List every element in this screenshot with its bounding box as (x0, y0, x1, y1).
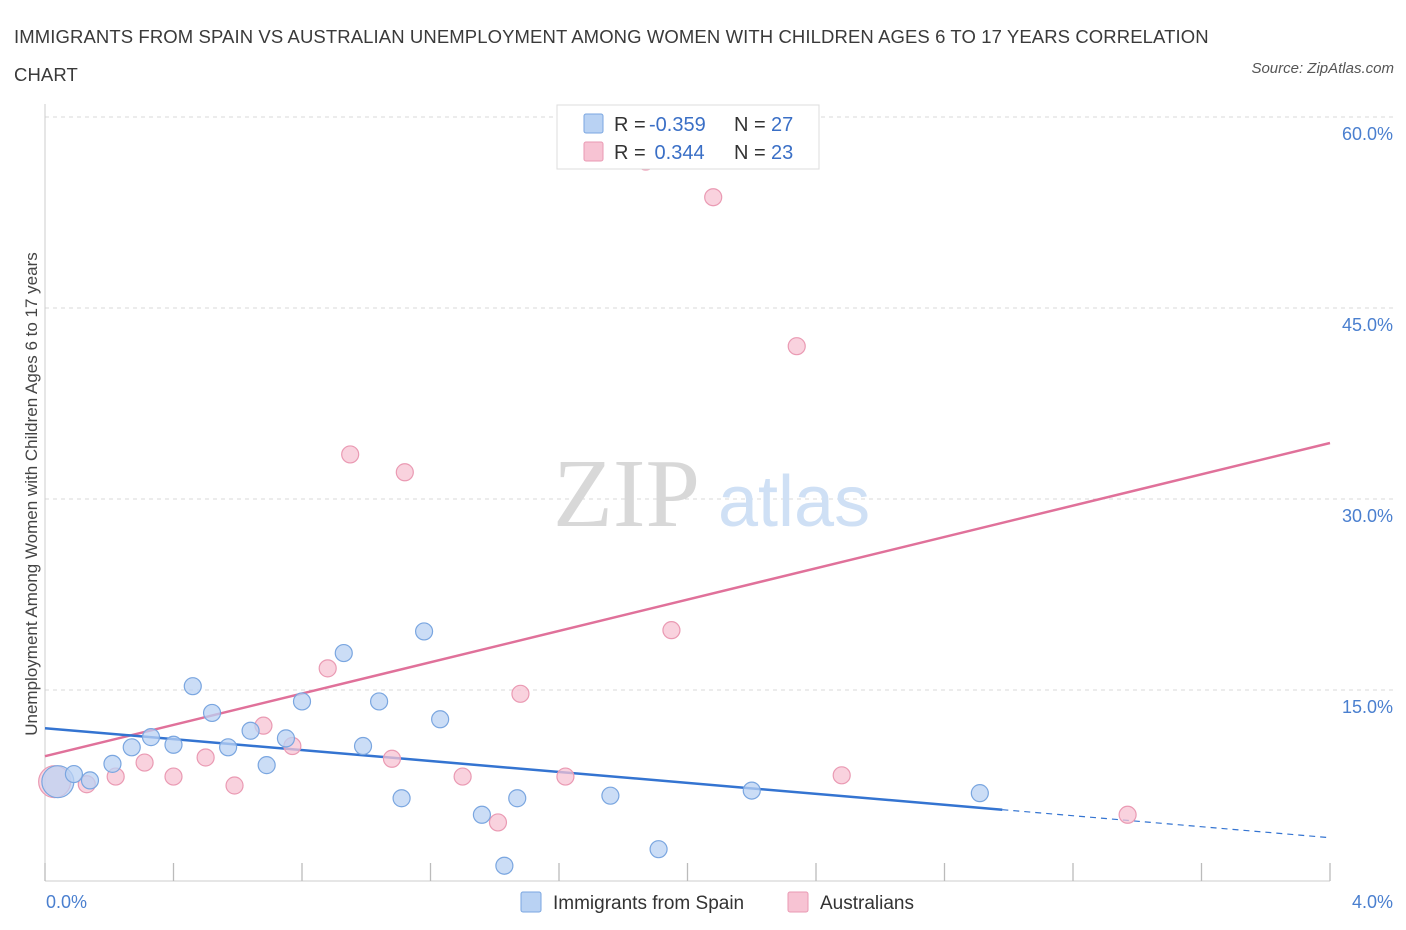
legend-n-label-1: N = (734, 114, 766, 136)
series-legend-swatch-spain (520, 891, 542, 913)
legend-r-value-1: -0.359 (649, 114, 706, 136)
spain-point-22 (508, 789, 527, 808)
series-legend: Immigrants from Spain Australians (520, 891, 914, 914)
australians-point-9 (318, 659, 337, 678)
trend-line-spain-extension (1002, 809, 1331, 839)
spain-point-14 (334, 643, 353, 663)
spain-point-15 (353, 736, 373, 756)
trend-line-spain (44, 726, 1003, 811)
legend-n-value-2: 23 (771, 142, 793, 164)
spain-point-1 (64, 764, 84, 784)
legend-swatch-blue (583, 113, 604, 134)
australians-point-14 (488, 813, 508, 832)
spain-point-20 (472, 805, 491, 824)
axes (44, 104, 1331, 882)
spain-point-24 (649, 840, 668, 859)
australians-point-11 (382, 749, 402, 768)
legend-r-value-2: 0.344 (649, 142, 705, 164)
spain-point-16 (370, 692, 389, 711)
series-legend-swatch-australians (787, 891, 809, 913)
series-legend-label-spain: Immigrants from Spain (553, 893, 744, 914)
australians-point-18 (662, 621, 681, 640)
spain-point-25 (742, 781, 761, 800)
australians-point-22 (1118, 805, 1137, 824)
watermark-atlas: atlas (718, 462, 870, 542)
legend-n-value-1: 27 (771, 114, 793, 136)
spain-point-13 (292, 692, 312, 711)
stats-legend: R = -0.359 N = 27 R = 0.344 N = 23 (556, 104, 820, 170)
spain-point-23 (601, 786, 620, 805)
legend-swatch-pink (583, 141, 604, 162)
legend-r-label-1: R = (614, 114, 646, 136)
y-tick-labels: 15.0% 30.0% 45.0% 60.0% (1342, 124, 1393, 717)
trend-line-australians (44, 441, 1331, 758)
australians-point-15 (511, 684, 530, 703)
legend-n-label-2: N = (734, 142, 766, 164)
spain-point-12 (276, 729, 296, 748)
spain-point-2 (80, 771, 100, 790)
watermark: ZIP atlas (553, 440, 870, 548)
x-tick-label-max: 4.0% (1352, 892, 1393, 912)
source-credit: Source: ZipAtlas.com (1251, 60, 1394, 77)
spain-point-18 (414, 622, 434, 641)
spain-point-26 (970, 784, 989, 803)
trend-lines (44, 441, 1331, 839)
y-axis-label: Unemployment Among Women with Children A… (22, 252, 41, 736)
australians-point-21 (832, 766, 851, 785)
spain-point-5 (141, 728, 161, 747)
australians-point-3 (135, 753, 154, 772)
data-points (38, 152, 1137, 875)
spain-point-11 (257, 756, 276, 775)
chart-title: IMMIGRANTS FROM SPAIN VS AUSTRALIAN UNEM… (14, 26, 1209, 85)
spain-point-10 (241, 721, 260, 740)
y-tick-label-0: 15.0% (1342, 697, 1393, 717)
y-tick-label-2: 45.0% (1342, 315, 1393, 335)
spain-point-4 (122, 738, 141, 757)
spain-point-21 (495, 856, 514, 875)
spain-point-19 (431, 710, 450, 729)
australians-point-16 (556, 767, 575, 786)
spain-point-6 (164, 735, 183, 754)
australians-point-10 (341, 445, 360, 464)
australians-point-19 (704, 188, 723, 207)
australians-point-20 (787, 337, 806, 356)
spain-point-7 (183, 677, 202, 696)
australians-point-4 (164, 767, 183, 786)
spain-point-8 (202, 703, 222, 723)
australians-point-6 (225, 776, 244, 795)
spain-point-9 (219, 738, 238, 757)
australians-point-5 (196, 748, 215, 767)
australians-point-12 (395, 463, 414, 482)
y-tick-label-1: 30.0% (1342, 506, 1393, 526)
spain-point-3 (103, 754, 122, 773)
spain-point-17 (392, 789, 411, 808)
x-tick-label-min: 0.0% (46, 892, 87, 912)
y-tick-label-3: 60.0% (1342, 124, 1393, 144)
australians-point-13 (453, 767, 472, 786)
series-legend-label-australians: Australians (820, 893, 914, 914)
watermark-zip: ZIP (553, 440, 700, 548)
legend-r-label-2: R = (614, 142, 646, 164)
